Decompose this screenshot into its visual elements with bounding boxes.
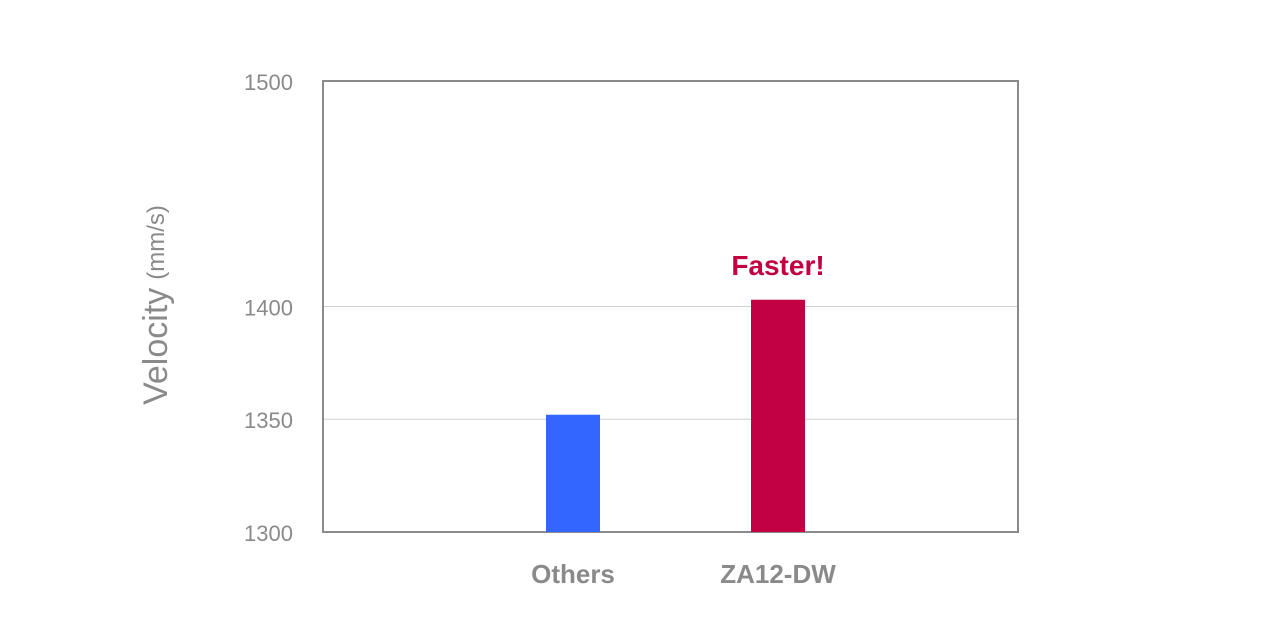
bar <box>546 414 600 532</box>
y-axis-label: Velocity (mm/s) <box>137 205 175 405</box>
y-tick-label: 1350 <box>244 408 293 433</box>
bar <box>751 299 805 532</box>
y-label-unit: (mm/s) <box>143 205 170 280</box>
y-label-text: Velocity <box>137 288 175 405</box>
plot-frame <box>322 80 1019 533</box>
y-tick-label: 1500 <box>244 70 293 95</box>
annotation: Faster! <box>731 250 824 281</box>
x-tick-label: ZA12-DW <box>720 559 836 589</box>
x-tick-label: Others <box>531 559 615 589</box>
y-tick-label: 1300 <box>244 521 293 546</box>
y-tick-label: 1400 <box>244 295 293 320</box>
